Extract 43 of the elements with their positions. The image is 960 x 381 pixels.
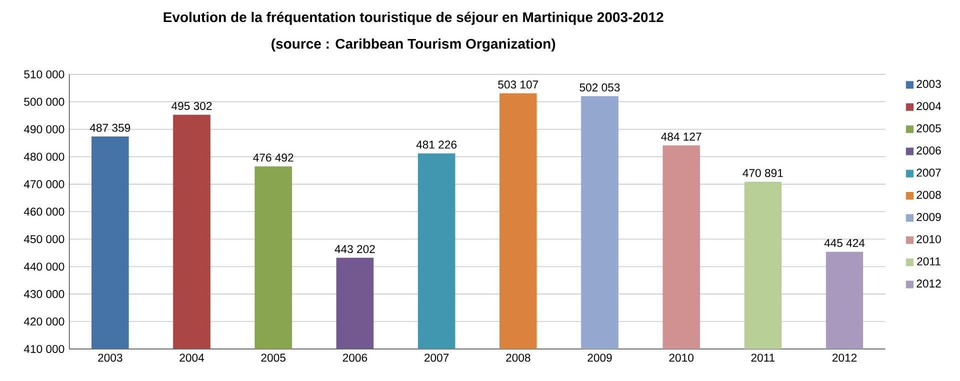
- chart-title: Evolution de la fréquentation touristique de séjour en Martinique 2003-2012: [164, 12, 664, 25]
- data-label: 445 424: [824, 238, 865, 247]
- chart-subtitle: (source : Caribbean Tourism Organization): [272, 38, 556, 52]
- legend-label: 2003: [916, 80, 941, 88]
- y-tick-label: 470 000: [24, 180, 64, 188]
- x-tick-label: 2008: [506, 354, 530, 362]
- legend-label: 2012: [916, 280, 941, 288]
- y-tick-label: 480 000: [24, 152, 64, 161]
- y-tick-label: 410 000: [24, 344, 64, 353]
- y-tick-label: 490 000: [24, 125, 64, 134]
- x-tick-label: 2012: [832, 354, 857, 362]
- x-tick-label: 2003: [98, 354, 122, 362]
- x-tick-label: 2010: [669, 354, 694, 362]
- x-tick-label: 2004: [180, 354, 204, 362]
- data-label: 443 202: [334, 245, 375, 254]
- x-tick-label: 2009: [588, 354, 612, 362]
- data-label: 495 302: [172, 102, 212, 110]
- legend-label: 2007: [916, 168, 941, 177]
- x-tick-label: 2011: [751, 354, 775, 362]
- y-tick-label: 420 000: [24, 318, 64, 326]
- data-label: 502 053: [580, 83, 620, 92]
- data-label: 470 891: [742, 169, 783, 178]
- y-tick-label: 450 000: [24, 235, 64, 244]
- y-tick-label: 460 000: [24, 208, 64, 216]
- y-tick-label: 510 000: [24, 70, 64, 78]
- legend-label: 2006: [916, 146, 941, 154]
- y-tick-label: 500 000: [24, 98, 64, 106]
- x-tick-label: 2005: [261, 354, 286, 362]
- legend-label: 2005: [916, 124, 941, 132]
- y-tick-label: 440 000: [24, 262, 64, 271]
- data-label: 484 127: [661, 132, 702, 141]
- data-label: 476 492: [253, 154, 294, 162]
- legend-label: 2004: [916, 102, 942, 110]
- data-label: 503 107: [498, 80, 538, 89]
- y-tick-label: 430 000: [24, 290, 64, 298]
- legend-label: 2008: [916, 190, 941, 199]
- data-label: 481 226: [416, 140, 457, 149]
- legend-label: 2011: [917, 257, 940, 266]
- legend-label: 2010: [916, 235, 941, 244]
- data-label: 487 359: [90, 124, 130, 132]
- legend-label: 2009: [916, 213, 941, 222]
- x-tick-label: 2006: [342, 354, 368, 362]
- x-tick-label: 2007: [424, 354, 449, 362]
